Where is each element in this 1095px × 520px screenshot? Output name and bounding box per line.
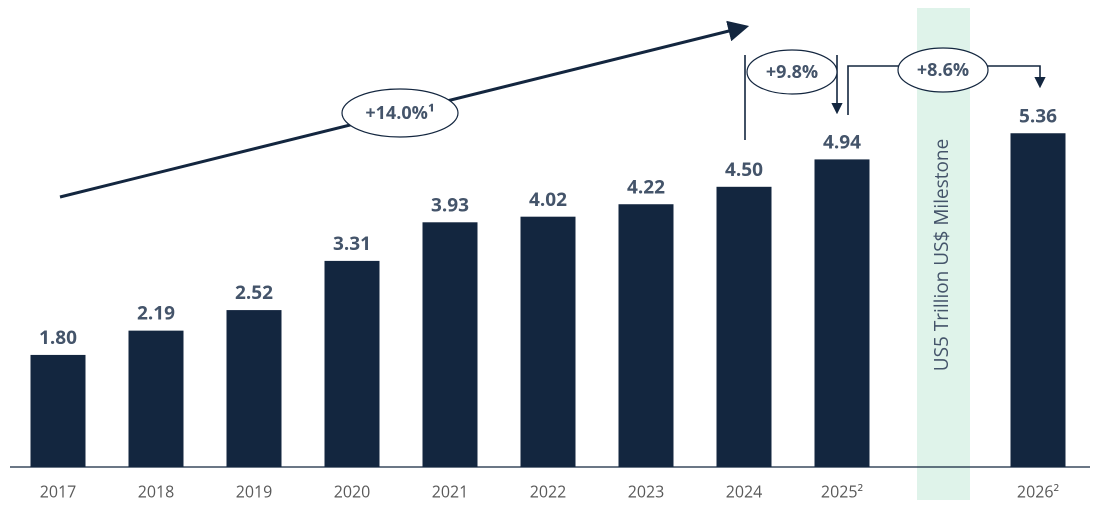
value-label: 4.22 <box>627 173 665 199</box>
bar <box>520 216 576 467</box>
growth-bracket <box>744 55 837 140</box>
growth-bubble <box>746 49 838 95</box>
bar <box>814 159 870 468</box>
x-tick-label: 2025² <box>821 480 863 502</box>
x-tick-label: 2017 <box>40 480 77 502</box>
x-tick-label: 2019 <box>236 480 273 502</box>
bar <box>1010 133 1066 467</box>
x-tick-label: 2018 <box>138 480 175 502</box>
x-tick-label: 2021 <box>432 480 469 502</box>
value-label: 3.93 <box>431 191 469 217</box>
growth-label: +8.6% <box>917 58 969 82</box>
value-label: 3.31 <box>333 230 371 256</box>
bar <box>30 354 86 467</box>
x-tick-label: 2022 <box>530 480 567 502</box>
bar <box>226 310 282 467</box>
value-label: 5.36 <box>1019 102 1057 128</box>
bar <box>716 186 772 468</box>
x-tick-label: 2026² <box>1017 480 1059 502</box>
bar <box>422 222 478 467</box>
bar <box>618 204 674 467</box>
cagr-bubble <box>341 88 459 138</box>
x-tick-label: 2023 <box>628 480 665 502</box>
value-label: 4.94 <box>823 128 861 154</box>
bar <box>128 330 184 467</box>
value-label: 2.19 <box>137 300 175 326</box>
value-label: 2.52 <box>235 279 273 305</box>
growth-label: +9.8% <box>766 60 818 84</box>
growth-bubble <box>897 47 989 93</box>
x-tick-label: 2024 <box>726 480 763 502</box>
milestone-label: US5 Trillion US$ Milestone <box>928 139 954 372</box>
x-tick-label: 2020 <box>334 480 371 502</box>
value-label: 1.80 <box>39 324 77 350</box>
bar <box>324 260 380 467</box>
value-label: 4.02 <box>529 186 567 212</box>
value-label: 4.50 <box>725 156 763 182</box>
cagr-label: +14.0%¹ <box>365 101 434 125</box>
